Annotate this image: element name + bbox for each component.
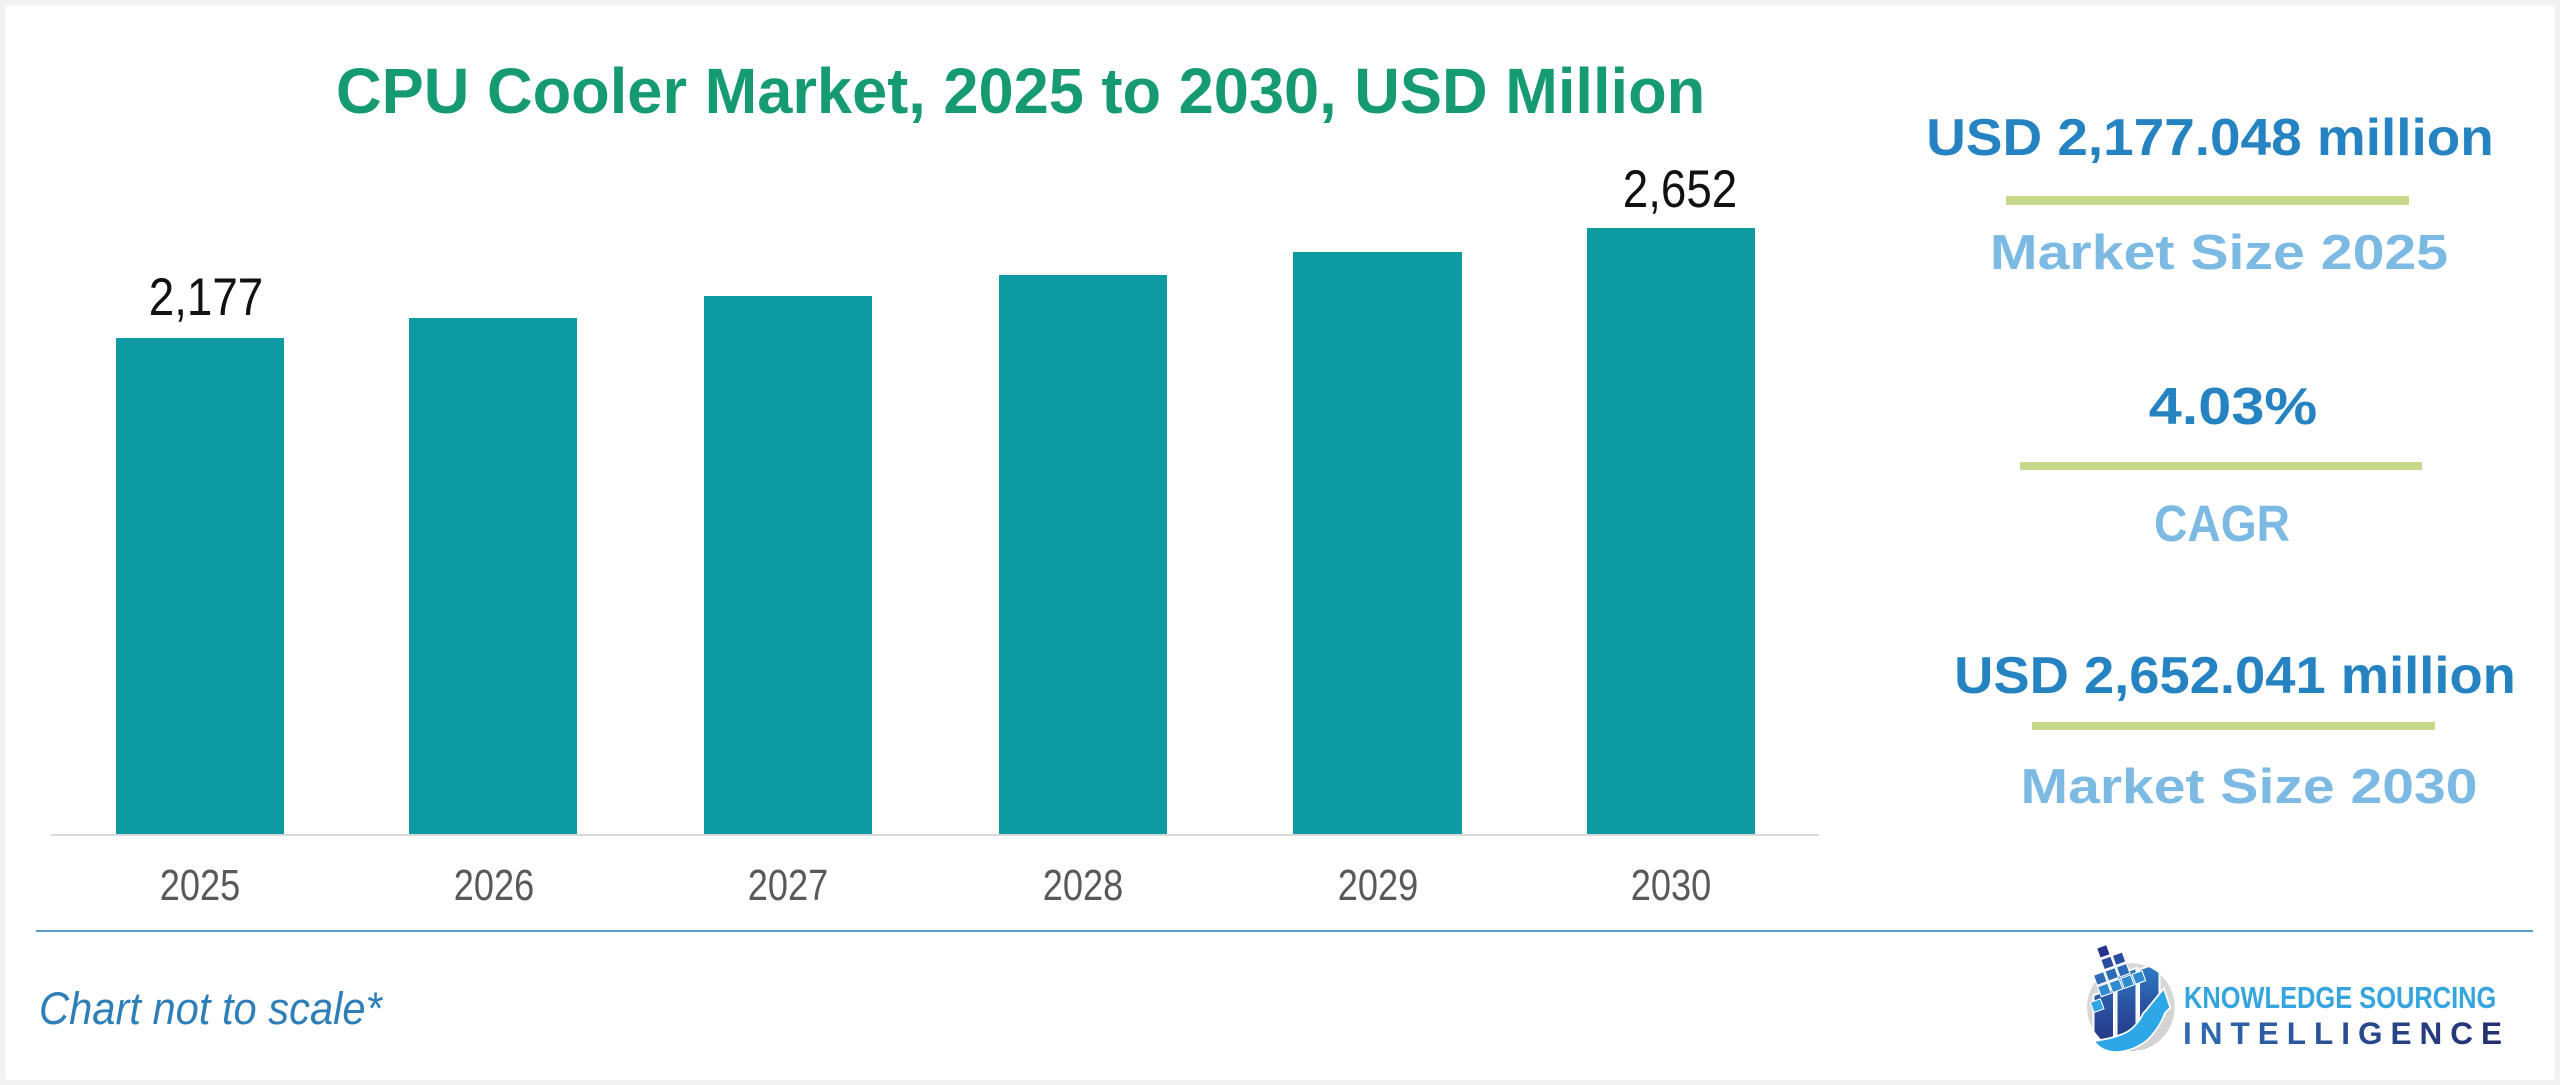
svg-text:INTELLIGENCE: INTELLIGENCE: [2183, 1015, 2510, 1051]
